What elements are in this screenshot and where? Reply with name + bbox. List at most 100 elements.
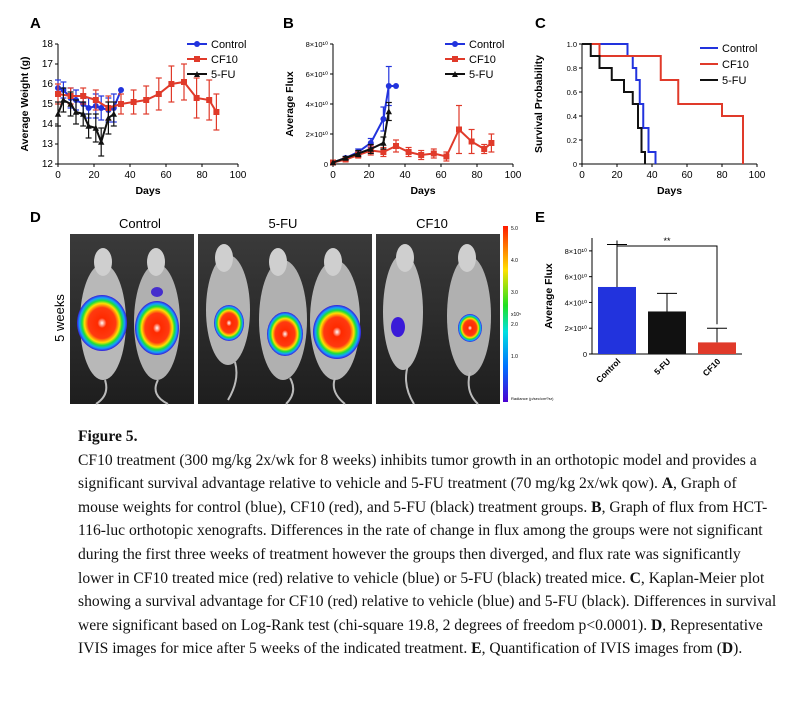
chart-c-5fu-line [582, 43, 646, 164]
ivis-row-label: 5 weeks [52, 294, 67, 342]
chart-c-y-label: Survival Probability [533, 55, 545, 153]
chart-e-y-label: Average Flux [543, 263, 555, 329]
chart-e-bar: 0 2×10¹⁰ 4×10¹⁰ 6×10¹⁰ 8×10¹⁰ Average Flux Con… [543, 236, 742, 385]
chart-e-y-tick-label: 8×10¹⁰ [565, 247, 587, 256]
chart-b-y-tick-label: 0 [324, 160, 328, 169]
significance-bracket [616, 240, 718, 325]
legend-c-cf10: CF10 [722, 59, 749, 71]
chart-e-control-label: Control [594, 356, 622, 384]
chart-a-x-tick-label: 0 [55, 170, 61, 181]
legend-b: Control CF10 5-FU [445, 39, 504, 81]
legend-a: Control CF10 5-FU [187, 39, 246, 81]
figure-caption: Figure 5. CF10 treatment (300 mg/kg 2x/w… [78, 425, 778, 661]
tumor-signal-5fu-1 [214, 305, 244, 341]
legend-a-cf10: CF10 [211, 54, 238, 66]
chart-a-5fu-point [110, 110, 117, 117]
chart-a-5fu-point [67, 100, 74, 107]
tumor-signal-cf10-2 [458, 314, 482, 342]
chart-c-y-tick-label: 0.2 [567, 136, 577, 145]
ivis-colorbar: 5.0 4.0 3.0 x10⁵ 2.0 1.0 Radiance (p/sec… [503, 226, 554, 402]
chart-a-cf10-point [193, 95, 200, 101]
chart-a-control-point [98, 105, 105, 111]
chart-c-survival: 0 20 40 60 80 100 0 0.2 0.4 0.6 0.8 1.0 Days Survival… [533, 40, 766, 197]
significance-marker: ** [663, 236, 671, 246]
chart-e-y-tick-label: 4×10¹⁰ [565, 298, 587, 307]
tumor-signal-5fu-2 [267, 312, 303, 356]
chart-b-x-tick-label: 80 [471, 170, 483, 181]
ivis-col-cf10: CF10 [416, 216, 448, 231]
chart-a-y-tick-label: 15 [42, 99, 54, 110]
chart-a-x-tick-label: 80 [196, 170, 208, 181]
colorbar-tick-top: 5.0 [511, 226, 518, 232]
chart-a-control-point [118, 87, 124, 93]
chart-a-5fu-point [92, 124, 99, 131]
chart-c-x-tick-label: 40 [646, 170, 658, 181]
ivis-image-control [70, 234, 194, 405]
chart-a-cf10-point [181, 79, 187, 85]
chart-b-cf10-point [443, 153, 450, 160]
colorbar-tick-1: 1.0 [511, 354, 518, 360]
ivis-image-cf10 [376, 234, 500, 405]
chart-b-cf10-point [380, 149, 387, 155]
tumor-signal-cf10-1 [391, 317, 405, 337]
colorbar-tick-2: 2.0 [511, 322, 518, 328]
legend-a-control: Control [211, 39, 246, 51]
panel-letter-e: E [535, 209, 545, 226]
chart-a-cf10-point [55, 91, 61, 97]
chart-b-cf10-point [430, 150, 437, 157]
chart-e-5fu-bar [648, 311, 686, 354]
chart-b-x-tick-label: 20 [363, 170, 375, 181]
colorbar-tick-4: 4.0 [511, 258, 518, 264]
chart-e-cf10-label: CF10 [701, 356, 723, 378]
chart-a-5fu-point [85, 122, 92, 129]
chart-b-x-tick-label: 0 [330, 170, 336, 181]
chart-a-cf10-point [206, 97, 213, 103]
legend-a-5fu: 5-FU [211, 69, 236, 81]
chart-b-flux: 0 20 40 60 80 100 0 2×10¹⁰ 4×10¹⁰ 6×10¹⁰ 8×10¹⁰ Day… [284, 40, 522, 197]
chart-a-y-tick-label: 17 [42, 59, 54, 70]
chart-c-x-tick-label: 60 [681, 170, 693, 181]
ivis-col-5fu: 5-FU [269, 216, 298, 231]
chart-c-control-line [582, 43, 657, 164]
chart-a-cf10-point [118, 101, 124, 107]
chart-c-x-label: Days [657, 185, 682, 197]
chart-a-5fu-point [98, 138, 105, 145]
chart-c-y-tick-label: 0 [573, 160, 577, 169]
panel-letter-d: D [30, 209, 41, 226]
chart-b-5fu-point [380, 139, 387, 146]
chart-a-x-tick-label: 20 [88, 170, 100, 181]
chart-a-5fu-point [60, 96, 67, 103]
chart-b-control-point [380, 116, 387, 122]
chart-b-y-tick-label: 2×10¹⁰ [306, 130, 328, 139]
chart-b-cf10-point [405, 149, 412, 155]
colorbar-unit: x10⁵ [511, 312, 521, 318]
chart-b-y-tick-label: 8×10¹⁰ [306, 40, 328, 49]
chart-b-y-tick-label: 6×10¹⁰ [306, 70, 328, 79]
chart-a-cf10-point [143, 97, 150, 103]
chart-b-5fu-point [385, 108, 392, 115]
figure-5: A B C D E 0 20 40 60 80 100 12 13 14 15 16 17 18 Days… [19, 15, 766, 405]
chart-a-cf10-point [168, 81, 175, 87]
chart-e-5fu-label: 5-FU [652, 356, 672, 376]
panel-letter-c: C [535, 15, 546, 32]
chart-a-5fu-point [54, 110, 62, 117]
legend-b-5fu: 5-FU [469, 69, 494, 81]
chart-b-cf10-point [393, 143, 399, 149]
chart-e-y-tick-label: 2×10¹⁰ [565, 324, 587, 333]
tumor-signal-5fu-3 [313, 305, 361, 359]
chart-a-cf10-point [155, 91, 162, 97]
caption-title: Figure 5. [78, 428, 138, 445]
chart-a-x-tick-label: 60 [160, 170, 172, 181]
chart-a-x-label: Days [135, 185, 160, 197]
chart-a-control-point [85, 105, 92, 111]
chart-b-cf10-point [488, 140, 495, 146]
chart-b-5fu-point [367, 145, 374, 152]
colorbar-tick-3: 3.0 [511, 290, 518, 296]
chart-c-x-tick-label: 80 [716, 170, 728, 181]
chart-b-x-tick-label: 100 [505, 170, 522, 181]
chart-a-y-label: Average Weight (g) [19, 56, 31, 151]
chart-b-cf10-point [456, 126, 462, 133]
chart-c-x-tick-label: 0 [579, 170, 585, 181]
chart-b-5fu-point [329, 159, 337, 166]
caption-text: CF10 treatment (300 mg/kg 2x/wk for 8 we… [78, 451, 777, 658]
